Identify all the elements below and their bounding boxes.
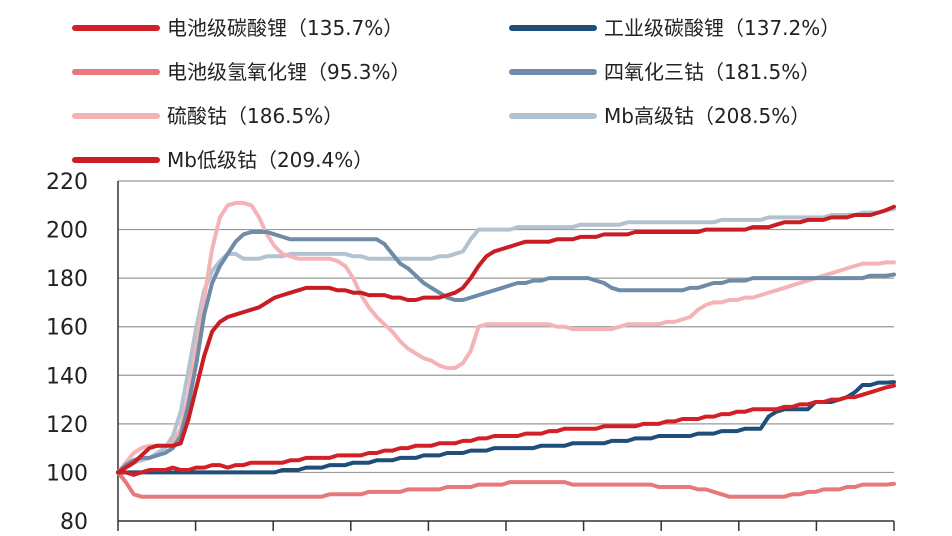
legend-item-5: Mb高级钴（208.5%）: [509, 104, 810, 128]
legend-item-4: 硫酸钴（186.5%）: [72, 104, 343, 128]
legend-label: 四氧化三钴（181.5%）: [604, 60, 820, 84]
series-line-6: [116, 204, 896, 475]
legend-label: 电池级氢氧化锂（95.3%）: [167, 60, 411, 84]
series-line-0: [116, 383, 896, 477]
y-tick-label: 80: [60, 510, 88, 535]
legend-label: 工业级碳酸锂（137.2%）: [604, 16, 840, 40]
legend: 电池级碳酸锂（135.7%） 工业级碳酸锂（137.2%） 电池级氢氧化锂（95.3…: [72, 16, 840, 172]
y-tick-label: 140: [46, 364, 88, 389]
y-tick-label: 220: [46, 170, 88, 195]
series-line-1: [116, 380, 896, 475]
series-line-4: [116, 200, 896, 475]
series-line-2: [116, 470, 896, 499]
series-line-3: [116, 230, 896, 475]
y-tick-label: 200: [46, 219, 88, 244]
legend-item-0: 电池级碳酸锂（135.7%）: [72, 16, 403, 40]
legend-item-3: 四氧化三钴（181.5%）: [509, 60, 820, 84]
legend-item-2: 电池级氢氧化锂（95.3%）: [72, 60, 411, 84]
legend-label: 硫酸钴（186.5%）: [167, 104, 343, 128]
legend-item-6: Mb低级钴（209.4%）: [72, 148, 373, 172]
y-tick-label: 120: [46, 413, 88, 438]
y-tick-label: 180: [46, 267, 88, 292]
y-tick-label: 160: [46, 316, 88, 341]
y-axis: 80 100 120 140 160 180 200 220: [46, 170, 119, 535]
series-lines: [116, 200, 896, 499]
legend-item-1: 工业级碳酸锂（137.2%）: [509, 16, 840, 40]
legend-label: Mb高级钴（208.5%）: [604, 104, 810, 128]
legend-label: 电池级碳酸锂（135.7%）: [167, 16, 403, 40]
series-line-5: [116, 206, 896, 475]
x-axis: [117, 520, 895, 531]
y-tick-label: 100: [46, 461, 88, 486]
legend-label: Mb低级钴（209.4%）: [167, 148, 373, 172]
